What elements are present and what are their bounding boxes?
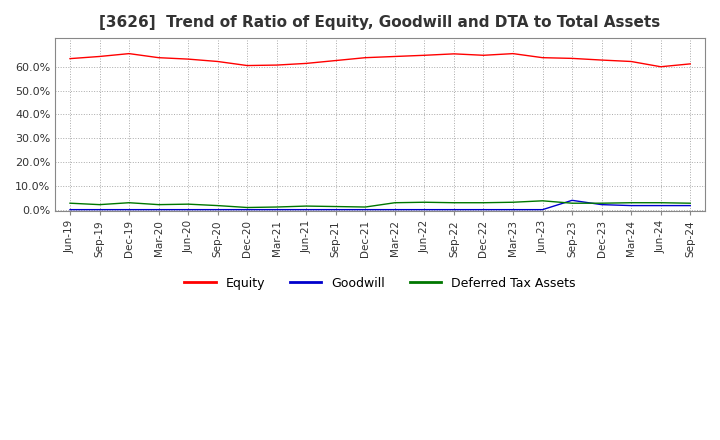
Title: [3626]  Trend of Ratio of Equity, Goodwill and DTA to Total Assets: [3626] Trend of Ratio of Equity, Goodwil… (99, 15, 661, 30)
Legend: Equity, Goodwill, Deferred Tax Assets: Equity, Goodwill, Deferred Tax Assets (179, 272, 581, 295)
